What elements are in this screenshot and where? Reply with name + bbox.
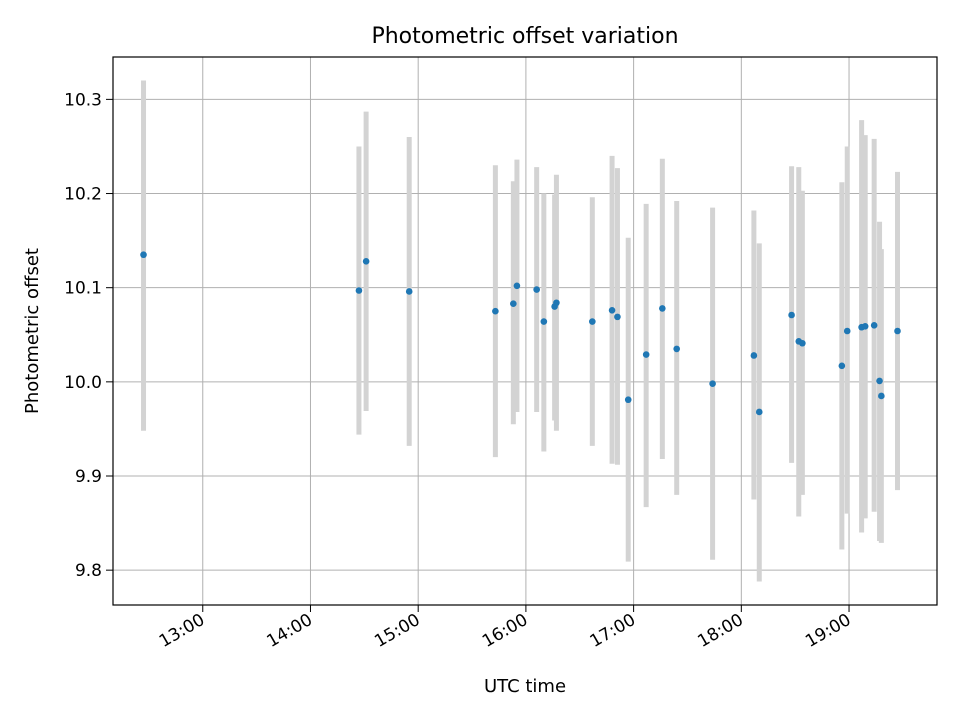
x-tick-label: 13:00 — [156, 610, 208, 652]
data-point — [876, 377, 883, 385]
chart-title: Photometric offset variation — [371, 24, 678, 49]
data-point — [894, 327, 901, 335]
data-point — [614, 313, 621, 321]
y-tick-label: 9.9 — [75, 467, 102, 487]
y-tick-label: 10.0 — [64, 373, 102, 393]
data-point — [870, 322, 878, 329]
data-point — [405, 288, 413, 295]
y-axis-label: Photometric offset — [22, 248, 43, 414]
x-tick-label: 18:00 — [694, 610, 746, 652]
y-axis-ticks: 9.8 9.9 10.0 10.1 10.2 10.3 — [64, 90, 113, 581]
x-tick-label: 19:00 — [802, 610, 854, 652]
data-point — [510, 300, 517, 307]
data-point — [755, 408, 763, 416]
data-point — [861, 322, 869, 330]
error-bars — [141, 80, 901, 582]
data-point — [540, 318, 548, 325]
data-point — [799, 339, 806, 347]
plot-area-frame — [112, 56, 938, 606]
data-point — [608, 306, 616, 314]
y-tick-label: 10.2 — [64, 185, 102, 205]
data-points — [140, 251, 901, 416]
data-point — [838, 362, 846, 370]
data-point — [750, 352, 758, 359]
y-tick-label: 10.1 — [64, 279, 102, 299]
data-point — [355, 287, 363, 294]
x-axis-ticks: 13:00 14:00 15:00 16:00 17:00 18:00 19:00 — [156, 605, 855, 652]
x-tick-label: 16:00 — [479, 610, 531, 652]
data-point — [843, 327, 851, 335]
data-point — [553, 299, 560, 307]
y-tick-label: 10.3 — [64, 90, 102, 110]
data-point — [492, 307, 499, 315]
x-tick-label: 17:00 — [587, 610, 639, 652]
data-point — [533, 286, 540, 293]
x-tick-label: 14:00 — [264, 610, 316, 652]
data-point — [589, 318, 596, 325]
y-tick-label: 9.8 — [75, 561, 102, 581]
data-point — [709, 380, 716, 388]
data-point — [878, 392, 885, 400]
data-point — [673, 345, 680, 353]
grid — [113, 57, 937, 605]
x-tick-label: 15:00 — [371, 610, 423, 652]
data-point — [362, 258, 370, 265]
data-point — [642, 351, 650, 358]
data-point — [624, 396, 632, 404]
data-point — [513, 282, 521, 290]
data-point — [788, 311, 795, 319]
data-point — [140, 251, 147, 259]
data-point — [659, 305, 666, 312]
x-axis-label: UTC time — [484, 676, 566, 697]
